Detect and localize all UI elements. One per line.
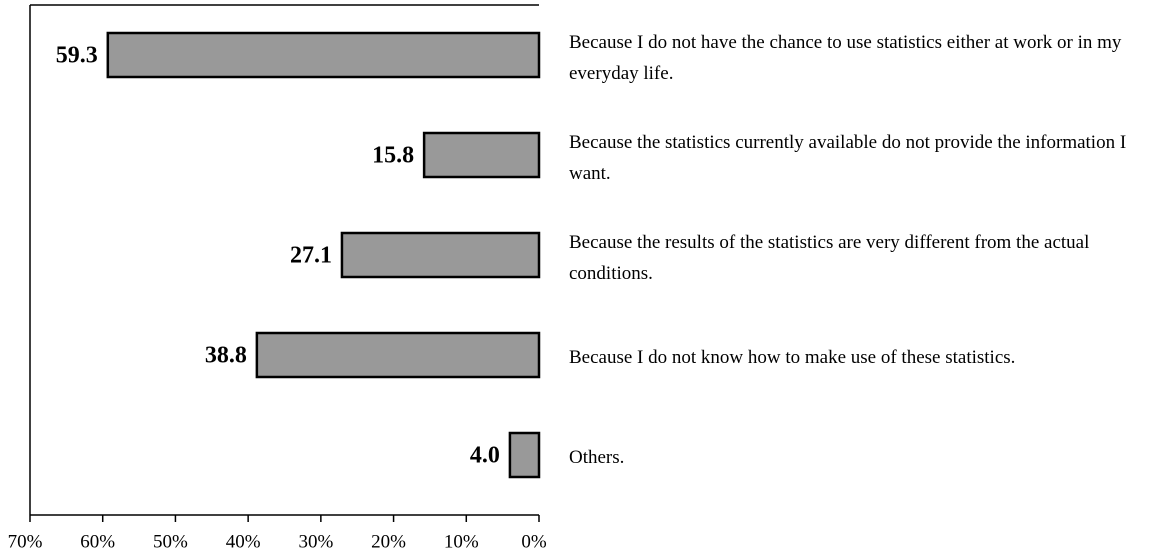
- category-label: Because I do not know how to make use of…: [569, 346, 1016, 368]
- x-tick-label: 40%: [226, 531, 261, 552]
- x-tick-label: 30%: [298, 531, 333, 552]
- category-label: Because the results of the statistics ar…: [569, 232, 1090, 284]
- x-tick-label: 70%: [8, 531, 43, 552]
- category-label: Because the statistics currently availab…: [569, 132, 1127, 184]
- category-label: Others.: [569, 446, 625, 468]
- value-label: 59.3: [56, 43, 98, 69]
- bar: [255, 331, 541, 379]
- bar: [106, 31, 541, 79]
- x-tick-label: 10%: [444, 531, 479, 552]
- value-label: 38.8: [205, 343, 247, 369]
- x-tick-label: 50%: [153, 531, 188, 552]
- value-label: 15.8: [372, 143, 414, 169]
- bar: [508, 431, 541, 479]
- value-label: 4.0: [470, 443, 500, 469]
- x-tick-label: 60%: [80, 531, 115, 552]
- value-label: 27.1: [290, 243, 332, 269]
- category-label: Because I do not have the chance to use …: [569, 32, 1122, 84]
- x-tick-label: 20%: [371, 531, 406, 552]
- bar: [340, 231, 541, 279]
- bar: [422, 131, 541, 179]
- x-tick-label: 0%: [521, 531, 547, 552]
